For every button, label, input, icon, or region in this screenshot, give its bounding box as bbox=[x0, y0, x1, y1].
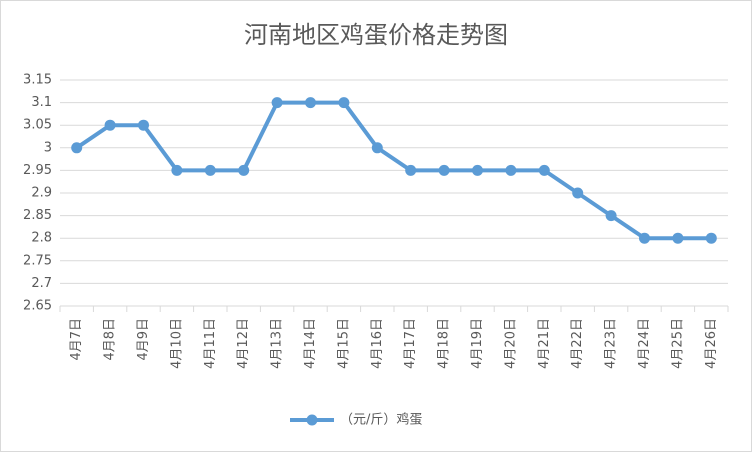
x-tick-label: 4月18日 bbox=[437, 318, 452, 369]
data-point bbox=[238, 164, 250, 176]
data-point bbox=[104, 119, 116, 131]
x-tick-label: 4月9日 bbox=[136, 318, 151, 361]
x-tick-label: 4月22日 bbox=[570, 318, 585, 369]
series-line bbox=[75, 100, 712, 241]
y-tick-label: 2.75 bbox=[23, 253, 52, 268]
y-tick-label: 2.7 bbox=[31, 276, 52, 291]
x-tick-label: 4月11日 bbox=[203, 318, 218, 369]
data-point bbox=[171, 164, 183, 176]
data-point bbox=[271, 97, 283, 109]
x-tick-label: 4月12日 bbox=[236, 318, 251, 369]
x-tick-label: 4月8日 bbox=[103, 318, 118, 361]
x-tick-label: 4月13日 bbox=[270, 318, 285, 369]
y-tick-label: 2.8 bbox=[31, 231, 52, 246]
data-point bbox=[371, 142, 383, 154]
x-tick-label: 4月23日 bbox=[604, 318, 619, 369]
y-tick-label: 3.05 bbox=[23, 118, 52, 133]
x-tick-label: 4月17日 bbox=[403, 318, 418, 369]
x-tick-label: 4月19日 bbox=[470, 318, 485, 369]
x-tick-label: 4月26日 bbox=[704, 318, 719, 369]
y-tick-label: 3.15 bbox=[23, 73, 52, 88]
legend-marker bbox=[306, 414, 318, 426]
y-tick-label: 3.1 bbox=[31, 95, 52, 110]
y-tick-label: 2.65 bbox=[23, 299, 52, 314]
x-tick-label: 4月25日 bbox=[670, 318, 685, 369]
data-point bbox=[204, 164, 216, 176]
data-point bbox=[71, 142, 83, 154]
data-point bbox=[438, 164, 450, 176]
x-tick-label: 4月20日 bbox=[503, 318, 518, 369]
data-point bbox=[639, 232, 650, 244]
y-tick-label: 2.85 bbox=[23, 208, 52, 223]
data-point bbox=[305, 97, 316, 109]
x-tick-label: 4月21日 bbox=[537, 318, 552, 369]
data-point bbox=[472, 164, 483, 176]
x-tick-label: 4月10日 bbox=[169, 318, 184, 369]
data-point bbox=[138, 119, 149, 131]
data-point bbox=[338, 97, 350, 109]
data-point bbox=[705, 232, 717, 244]
x-tick-label: 4月16日 bbox=[370, 318, 385, 369]
y-tick-label: 3 bbox=[44, 140, 52, 155]
data-point bbox=[572, 187, 584, 199]
data-point bbox=[605, 210, 617, 222]
x-tick-label: 4月15日 bbox=[336, 318, 351, 369]
legend-label: （元/斤）鸡蛋 bbox=[340, 412, 422, 428]
x-tick-label: 4月7日 bbox=[69, 318, 84, 361]
chart-title: 河南地区鸡蛋价格走势图 bbox=[244, 21, 508, 49]
data-point bbox=[505, 164, 517, 176]
data-point bbox=[405, 164, 417, 176]
data-point bbox=[538, 164, 550, 176]
x-tick-label: 4月14日 bbox=[303, 318, 318, 369]
data-point bbox=[672, 232, 684, 244]
y-tick-label: 2.95 bbox=[23, 163, 52, 178]
y-tick-label: 2.9 bbox=[31, 186, 52, 201]
x-tick-label: 4月24日 bbox=[637, 318, 652, 369]
